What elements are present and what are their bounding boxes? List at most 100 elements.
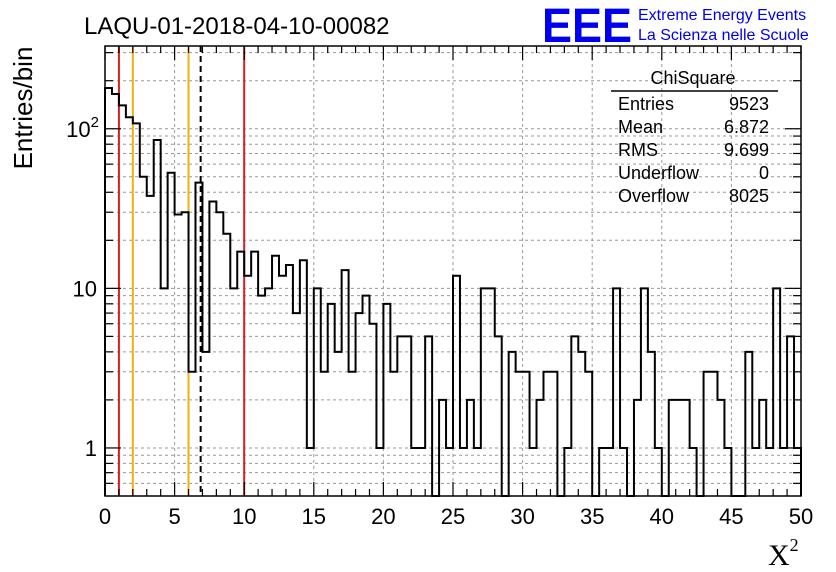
histogram-bin [112, 94, 119, 496]
histogram-bin [182, 212, 189, 496]
histogram-bin [543, 372, 550, 496]
x-axis-label: X2 [768, 535, 799, 572]
x-tick-label-40: 40 [650, 504, 674, 529]
histogram-bin [655, 448, 662, 496]
histogram-bin [676, 400, 683, 496]
histogram-bin [133, 123, 140, 496]
histogram-bin [418, 448, 425, 496]
histogram-bin [704, 372, 711, 496]
y-tick-label-10: 10 [73, 276, 97, 301]
histogram-bin [286, 265, 293, 496]
histogram-bin [516, 372, 523, 496]
histogram-bin [564, 448, 571, 496]
histogram-bin [272, 256, 279, 496]
histogram-bin [376, 448, 383, 496]
x-axis-label-exponent: 2 [790, 535, 799, 555]
histogram-bin [530, 448, 537, 496]
histogram-bin [300, 260, 307, 496]
histogram-bin [467, 400, 474, 496]
x-tick-label-20: 20 [371, 504, 395, 529]
logo-mark: EEE [542, 0, 632, 53]
histogram-bin [168, 173, 175, 496]
x-tick-label-45: 45 [719, 504, 743, 529]
histogram-bin [439, 400, 446, 496]
logo-line-1: Extreme Energy Events [638, 7, 806, 24]
stats-title: ChiSquare [650, 68, 735, 88]
stats-rms-value: 9.699 [724, 140, 769, 160]
histogram-bin [293, 313, 300, 496]
histogram-bin [641, 288, 648, 496]
histogram-bin [140, 177, 147, 496]
histogram-bin [717, 400, 724, 496]
stats-overflow-value: 8025 [729, 186, 769, 206]
logo: EEE Extreme Energy Events La Scienza nel… [542, 0, 809, 53]
histogram-bin [683, 400, 690, 496]
histogram-bin [599, 448, 606, 496]
stats-underflow-label: Underflow [618, 163, 700, 183]
histogram-bin [175, 215, 182, 496]
histogram-bin [488, 288, 495, 496]
histogram-bin [620, 448, 627, 496]
histogram-bin [606, 448, 613, 496]
histogram-bin [613, 288, 620, 496]
histogram-bin [745, 352, 752, 496]
x-tick-label-10: 10 [232, 504, 256, 529]
histogram-bin [578, 352, 585, 496]
histogram-bin [766, 448, 773, 496]
histogram-bin [321, 372, 328, 496]
histogram-bin [537, 400, 544, 496]
y-tick-label-100-exponent: 2 [91, 114, 99, 131]
histogram-bin [711, 372, 718, 496]
histogram-bin [342, 270, 349, 496]
histogram-bin [216, 212, 223, 496]
histogram-bin [209, 202, 216, 496]
y-tick-label-1: 1 [85, 436, 97, 461]
stats-overflow-label: Overflow [618, 186, 690, 206]
stats-entries-value: 9523 [729, 94, 769, 114]
histogram-bin [752, 448, 759, 496]
stats-mean-value: 6.872 [724, 117, 769, 137]
chart-title: LAQU-01-2018-04-10-00082 [84, 13, 390, 40]
histogram-bin [105, 88, 112, 496]
histogram-bin [460, 448, 467, 496]
histogram-bin [189, 372, 196, 496]
histogram-bin [425, 336, 432, 496]
stats-mean-label: Mean [618, 117, 663, 137]
x-tick-labels: 0 5 10 15 20 25 30 35 40 45 50 [99, 504, 813, 529]
histogram-bin [397, 336, 404, 496]
y-tick-label-100: 102 [66, 114, 99, 142]
histogram-bin [453, 276, 460, 496]
histogram-bin [585, 372, 592, 496]
x-tick-label-50: 50 [789, 504, 813, 529]
histogram-bin [154, 140, 161, 496]
histogram-bin [356, 313, 363, 496]
axes-ticks [104, 46, 802, 496]
histogram-bin [314, 288, 321, 496]
histogram-bin [223, 234, 230, 496]
stats-rms-label: RMS [618, 140, 658, 160]
histogram-bin [119, 105, 126, 496]
histogram-bin [363, 296, 370, 496]
x-tick-label-0: 0 [99, 504, 111, 529]
histogram-outline [104, 87, 802, 497]
histogram-bin [523, 372, 530, 496]
histogram-bin [195, 183, 202, 496]
y-tick-labels: 1 10 102 [66, 114, 99, 461]
histogram-bin [147, 196, 154, 496]
logo-line-2: La Scienza nelle Scuole [638, 27, 809, 44]
histogram-bin [244, 276, 251, 496]
x-tick-label-25: 25 [441, 504, 465, 529]
y-tick-label-100-base: 10 [66, 117, 90, 142]
histogram-bin [571, 336, 578, 496]
histogram-bin [349, 372, 356, 496]
stats-entries-label: Entries [618, 94, 674, 114]
histogram-bin [328, 304, 335, 496]
histogram-bin [787, 336, 794, 496]
histogram-bin [780, 448, 787, 496]
histogram-bin [550, 372, 557, 496]
x-tick-label-35: 35 [580, 504, 604, 529]
histogram-bin [279, 276, 286, 496]
histogram-bin [335, 352, 342, 496]
histogram-bin [390, 372, 397, 496]
